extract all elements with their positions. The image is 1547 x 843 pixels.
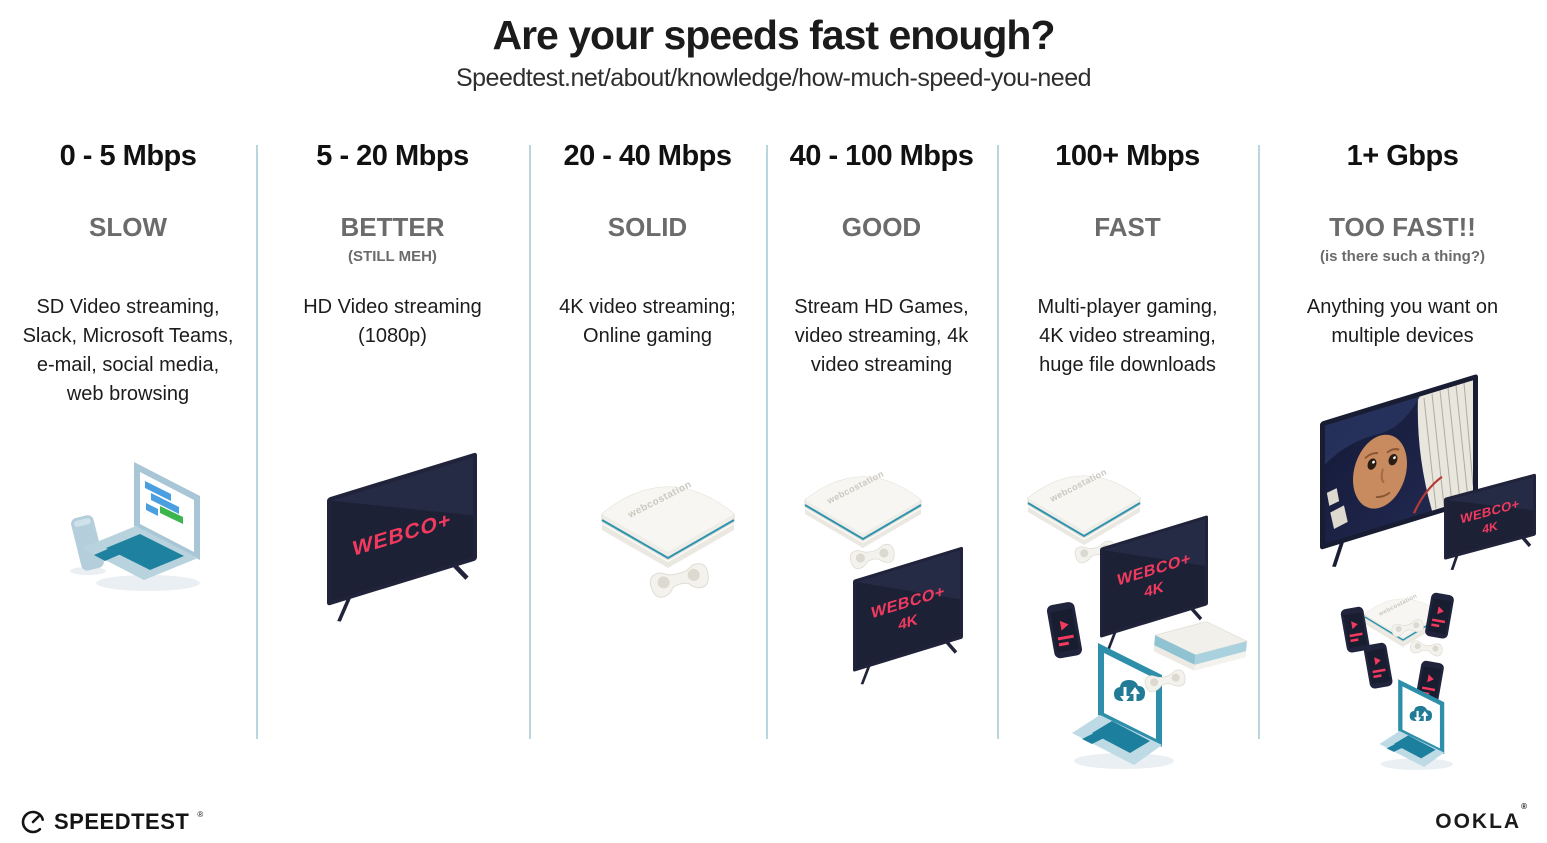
game-console-icon: webcostation bbox=[1027, 467, 1141, 545]
laptop-cloud-icon bbox=[1072, 643, 1174, 769]
speed-column-too-fast: 1+ Gbps TOO FAST!! (is there such a thin… bbox=[1258, 0, 1547, 780]
speed-rating-note: (STILL MEH) bbox=[348, 248, 437, 265]
ookla-logo: OOKLA® bbox=[1435, 802, 1529, 834]
tv-4k-icon: WEBCO+ 4K bbox=[853, 546, 963, 685]
ookla-wordmark: OOKLA bbox=[1435, 810, 1522, 833]
page-title: Are your speeds fast enough? bbox=[492, 12, 1055, 58]
astronaut-scene bbox=[1325, 380, 1473, 544]
tv-movie-icon bbox=[1320, 374, 1478, 567]
laptop-icon bbox=[82, 462, 200, 580]
speed-description: SD Video streaming, Slack, Microsoft Tea… bbox=[22, 296, 234, 405]
speed-range: 1+ Gbps bbox=[1346, 140, 1459, 172]
tv-4k-label: 4K bbox=[898, 612, 917, 634]
phone-icon bbox=[71, 515, 104, 571]
laptop-chat-illustration bbox=[70, 462, 200, 591]
tv-4k-label: 4K bbox=[1144, 579, 1163, 601]
speed-description: Anything you want on multiple devices bbox=[1306, 296, 1499, 347]
speed-rating: SOLID bbox=[607, 212, 688, 242]
speed-rating-note: (is there such a thing?) bbox=[1319, 248, 1485, 265]
speed-range: 20 - 40 Mbps bbox=[563, 140, 732, 172]
speed-column-solid: 20 - 40 Mbps SOLID 4K video streaming; O… bbox=[529, 0, 766, 780]
game-console-icon: webcostation bbox=[804, 469, 922, 548]
tv-hd-illustration: WEBCO+ bbox=[327, 452, 477, 622]
speedtest-logo: SPEEDTEST ® bbox=[20, 809, 203, 835]
phone-video-icon bbox=[1425, 592, 1454, 639]
console-slim-icon bbox=[1153, 621, 1248, 671]
speed-range: 100+ Mbps bbox=[1055, 140, 1200, 172]
cloud-download-icon bbox=[1409, 705, 1432, 723]
multi-device-illustration: webcostation WEBCO+ 4K bbox=[1027, 467, 1248, 769]
speedtest-wordmark: SPEEDTEST bbox=[54, 809, 190, 834]
game-console-icon: webcostation bbox=[601, 479, 735, 568]
game-controller-icon bbox=[1144, 669, 1186, 693]
speed-range: 0 - 5 Mbps bbox=[59, 140, 197, 172]
speed-rating: TOO FAST!! bbox=[1329, 212, 1476, 242]
speed-column-slow: 0 - 5 Mbps SLOW SD Video streaming, Slac… bbox=[0, 0, 256, 780]
phone-video-icon bbox=[1046, 602, 1083, 659]
speed-column-better: 5 - 20 Mbps BETTER (STILL MEH) HD Video … bbox=[256, 0, 529, 780]
speed-description: Stream HD Games, video streaming, 4k vid… bbox=[794, 296, 969, 376]
speed-description: 4K video streaming; Online gaming bbox=[559, 296, 736, 347]
speed-column-good: 40 - 100 Mbps GOOD Stream HD Games, vide… bbox=[766, 0, 997, 780]
game-controller-icon bbox=[649, 563, 709, 598]
phone-video-icon bbox=[1363, 642, 1393, 689]
cloud-download-icon bbox=[1114, 680, 1145, 703]
console-4ktv-illustration: webcostation WEBCO+ 4K bbox=[804, 469, 963, 685]
speedtest-gauge-icon bbox=[21, 810, 45, 834]
column-divider bbox=[1258, 145, 1260, 739]
speedtest-trademark: ® bbox=[197, 809, 204, 819]
speed-range: 5 - 20 Mbps bbox=[316, 140, 469, 172]
speed-column-fast: 100+ Mbps FAST Multi-player gaming, 4K v… bbox=[997, 0, 1258, 780]
speed-rating: FAST bbox=[1094, 212, 1161, 242]
tv-4k-label: 4K bbox=[1482, 519, 1498, 537]
column-divider bbox=[766, 145, 768, 739]
tv-icon: WEBCO+ bbox=[327, 452, 477, 622]
phone-video-icon bbox=[1340, 606, 1370, 653]
speed-rating: BETTER bbox=[340, 212, 445, 242]
column-divider bbox=[256, 145, 258, 739]
game-controller-icon bbox=[849, 543, 895, 570]
column-divider bbox=[529, 145, 531, 739]
speed-rating: GOOD bbox=[841, 212, 922, 242]
speed-range: 40 - 100 Mbps bbox=[789, 140, 974, 172]
ookla-trademark: ® bbox=[1521, 802, 1529, 811]
speed-description: HD Video streaming (1080p) bbox=[303, 296, 482, 347]
page-subtitle: Speedtest.net/about/knowledge/how-much-s… bbox=[455, 64, 1092, 92]
speed-description: Multi-player gaming, 4K video streaming,… bbox=[1037, 296, 1218, 376]
column-divider bbox=[997, 145, 999, 739]
laptop-cloud-icon bbox=[1379, 679, 1453, 770]
speed-rating: SLOW bbox=[89, 212, 167, 242]
chat-bubbles-icon bbox=[145, 481, 183, 524]
game-controller-icon bbox=[1410, 640, 1443, 657]
everything-illustration: WEBCO+ 4K webcostation bbox=[1320, 374, 1536, 770]
tv-4k-icon: WEBCO+ 4K bbox=[1100, 515, 1208, 651]
game-controller-icon bbox=[1391, 619, 1424, 637]
tv-4k-icon: WEBCO+ 4K bbox=[1444, 473, 1536, 571]
console-illustration: webcostation bbox=[601, 479, 735, 598]
